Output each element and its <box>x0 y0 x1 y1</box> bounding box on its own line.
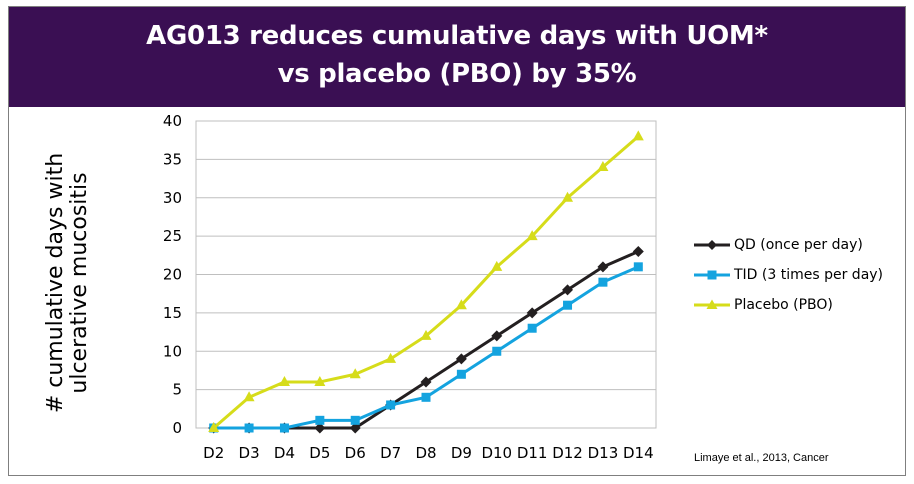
data-point-qd-d9 <box>455 353 467 365</box>
y-tick-label-0: 0 <box>172 419 182 437</box>
y-tick-label-30: 30 <box>163 189 182 207</box>
x-tick-label-d4: D4 <box>274 444 295 462</box>
y-tick-label-5: 5 <box>172 381 182 399</box>
data-point-tid-d10 <box>492 346 502 356</box>
data-point-tid-d14 <box>633 262 643 272</box>
data-point-qd-d8 <box>420 376 432 388</box>
data-point-qd-d13 <box>597 261 609 273</box>
x-tick-label-d11: D11 <box>517 444 548 462</box>
x-tick-label-d7: D7 <box>380 444 401 462</box>
x-tick-label-d2: D2 <box>203 444 224 462</box>
data-point-qd-d10 <box>491 330 503 342</box>
plot-area <box>195 120 657 429</box>
data-point-placebo-d12 <box>562 191 574 202</box>
data-point-tid-d6 <box>350 415 360 425</box>
data-point-placebo-d6 <box>349 368 361 379</box>
x-tick-label-d5: D5 <box>309 444 330 462</box>
data-point-tid-d9 <box>456 369 466 379</box>
data-point-tid-d3 <box>244 423 254 433</box>
x-tick-label-d10: D10 <box>481 444 512 462</box>
y-tick-label-15: 15 <box>163 304 182 322</box>
slide: AG013 reduces cumulative days with UOM* … <box>8 6 906 476</box>
data-point-qd-d11 <box>526 307 538 319</box>
x-tick-label-d6: D6 <box>345 444 366 462</box>
data-point-qd-d14 <box>632 245 644 257</box>
data-point-tid-d13 <box>598 277 608 287</box>
y-tick-label-10: 10 <box>163 342 182 360</box>
data-point-tid-d5 <box>315 415 325 425</box>
x-tick-label-d14: D14 <box>623 444 654 462</box>
data-point-tid-d12 <box>563 300 573 310</box>
x-tick-label-d9: D9 <box>451 444 472 462</box>
data-point-qd-d5 <box>314 422 326 434</box>
data-point-qd-d6 <box>349 422 361 434</box>
y-tick-label-40: 40 <box>163 112 182 130</box>
x-tick-label-d3: D3 <box>239 444 260 462</box>
source-citation: Limaye et al., 2013, Cancer <box>694 452 829 464</box>
data-point-placebo-d10 <box>491 260 503 271</box>
legend-marker-placebo <box>694 299 730 309</box>
data-point-placebo-d9 <box>455 299 467 310</box>
data-point-qd-d12 <box>562 284 574 296</box>
y-tick-label-35: 35 <box>163 150 182 168</box>
data-point-placebo-d5 <box>314 375 326 386</box>
data-point-tid-d7 <box>386 400 396 410</box>
data-point-tid-d8 <box>421 392 431 402</box>
data-point-placebo-d2 <box>208 422 220 432</box>
series-line-tid <box>213 265 639 430</box>
title-banner: AG013 reduces cumulative days with UOM* … <box>9 7 905 107</box>
x-tick-label-d12: D12 <box>552 444 583 462</box>
data-point-placebo-d7 <box>385 352 397 363</box>
legend-marker-tid <box>694 270 730 280</box>
data-point-tid-d11 <box>527 323 537 333</box>
data-point-placebo-d14 <box>632 130 644 141</box>
data-point-placebo-d8 <box>420 329 432 340</box>
data-point-placebo-d3 <box>243 391 255 402</box>
x-tick-label-d8: D8 <box>415 444 436 462</box>
legend-label-placebo: Placebo (PBO) <box>734 297 833 313</box>
y-tick-label-20: 20 <box>163 266 182 284</box>
data-point-placebo-d11 <box>526 230 538 241</box>
legend-marker-qd <box>694 240 730 250</box>
x-tick-label-d13: D13 <box>588 444 619 462</box>
title-line-1: AG013 reduces cumulative days with UOM* <box>146 21 768 51</box>
title-line-2: vs placebo (PBO) by 35% <box>277 59 637 89</box>
y-tick-label-25: 25 <box>163 227 182 245</box>
data-point-tid-d4 <box>279 423 289 433</box>
data-point-placebo-d13 <box>597 161 609 172</box>
legend-label-qd: QD (once per day) <box>734 237 863 253</box>
data-point-placebo-d4 <box>278 375 290 386</box>
legend-label-tid: TID (3 times per day) <box>734 267 884 283</box>
